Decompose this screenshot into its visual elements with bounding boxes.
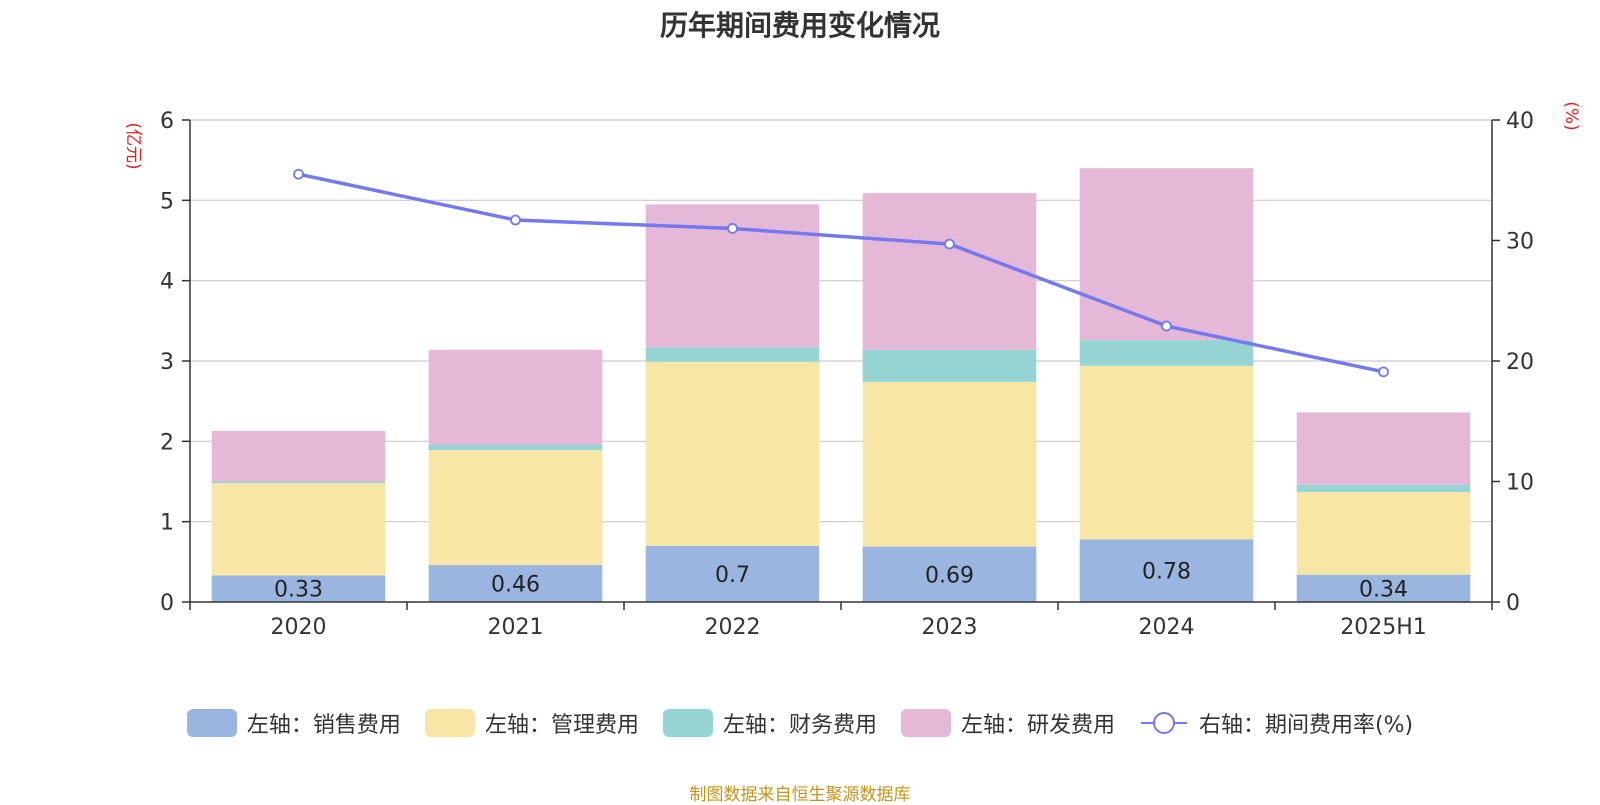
- x-axis-tick-label: 2020: [271, 615, 327, 640]
- bar-2021-series-2: [428, 444, 603, 451]
- x-axis-tick-label: 2024: [1139, 615, 1195, 640]
- left-axis-tick-label: 0: [160, 591, 174, 616]
- legend-line-marker: [1140, 712, 1187, 734]
- bar-2024-series-3: [1079, 168, 1254, 341]
- bar-2020-series-2: [211, 481, 386, 484]
- left-axis-tick-label: 6: [160, 109, 174, 134]
- line-point: [727, 223, 738, 234]
- bar-2024-series-0: [1079, 539, 1254, 602]
- legend-label: 左轴：销售费用: [246, 713, 401, 738]
- left-axis-tick-label: 3: [160, 350, 174, 375]
- bar-2022-series-0: [645, 545, 820, 602]
- bar-2021-series-0: [428, 565, 603, 602]
- bar-data-label: 0.7: [715, 563, 750, 588]
- legend-item-4[interactable]: 右轴：期间费用率(%): [1139, 707, 1413, 739]
- right-axis-tick-label: 40: [1506, 109, 1534, 134]
- left-axis-tick-label: 1: [160, 511, 174, 536]
- legend-item-3[interactable]: 左轴：研发费用: [900, 707, 1115, 739]
- right-axis-tick-label: 20: [1506, 350, 1534, 375]
- right-axis-tick-label: 0: [1506, 591, 1520, 616]
- left-axis-label: (亿元): [123, 122, 143, 169]
- bar-data-label: 0.69: [925, 563, 974, 588]
- legend-item-1[interactable]: 左轴：管理费用: [424, 707, 639, 739]
- bar-2020-series-3: [211, 430, 386, 482]
- bar-2021-series-1: [428, 450, 603, 566]
- legend-swatch: [662, 709, 713, 737]
- legend-item-2[interactable]: 左轴：财务费用: [662, 707, 877, 739]
- bar-2022-series-1: [645, 361, 820, 546]
- legend-swatch: [186, 709, 237, 737]
- bar-2023-series-2: [862, 349, 1037, 382]
- bar-2020-series-1: [211, 483, 386, 576]
- bar-2025H1-series-0: [1296, 574, 1471, 602]
- line-point: [944, 238, 955, 250]
- legend-swatch: [424, 709, 475, 737]
- bar-data-label: 0.34: [1359, 577, 1408, 602]
- bar-2025H1-series-3: [1296, 412, 1471, 485]
- chart-title: 历年期间费用变化情况: [659, 9, 940, 42]
- x-axis-tick-label: 2025H1: [1340, 615, 1427, 640]
- left-axis-tick-label: 5: [160, 189, 174, 214]
- bar-2020-series-0: [211, 575, 386, 602]
- legend-item-0[interactable]: 左轴：销售费用: [186, 707, 401, 739]
- legend-label: 右轴：期间费用率(%): [1198, 713, 1414, 738]
- line-point: [293, 168, 304, 180]
- left-axis-tick-label: 2: [160, 430, 174, 455]
- bar-2024-series-1: [1079, 365, 1254, 540]
- right-axis-tick-label: 30: [1506, 230, 1534, 255]
- bar-data-label: 0.33: [274, 578, 323, 603]
- line-series-path: [298, 172, 1384, 374]
- source-note: 制图数据来自恒生聚源数据库: [689, 785, 911, 805]
- line-point: [510, 214, 521, 226]
- line-point: [1161, 320, 1172, 332]
- bar-2022-series-2: [645, 347, 820, 362]
- legend-label: 左轴：财务费用: [722, 713, 877, 738]
- legend-label: 左轴：管理费用: [484, 713, 639, 738]
- bar-data-label: 0.78: [1142, 560, 1191, 585]
- bar-2023-series-3: [862, 193, 1037, 350]
- bar-2023-series-0: [862, 546, 1037, 602]
- x-axis-tick-label: 2023: [922, 615, 978, 640]
- bar-2021-series-3: [428, 349, 603, 445]
- bar-2023-series-1: [862, 381, 1037, 547]
- bar-2025H1-series-1: [1296, 491, 1471, 575]
- right-axis-tick-label: 10: [1506, 471, 1534, 496]
- legend-label: 左轴：研发费用: [960, 713, 1115, 738]
- bar-2025H1-series-2: [1296, 484, 1471, 492]
- legend: 左轴：销售费用 左轴：管理费用 左轴：财务费用 左轴：研发费用 右轴：期间费用率(%): [0, 707, 1600, 739]
- right-axis-label: (%): [1561, 101, 1581, 130]
- x-axis-tick-label: 2022: [705, 615, 761, 640]
- line-point: [1378, 366, 1389, 378]
- bar-data-label: 0.46: [491, 573, 540, 598]
- x-axis-tick-label: 2021: [488, 615, 544, 640]
- left-axis-tick-label: 4: [160, 270, 174, 295]
- bar-2024-series-2: [1079, 340, 1254, 366]
- legend-swatch: [900, 709, 951, 737]
